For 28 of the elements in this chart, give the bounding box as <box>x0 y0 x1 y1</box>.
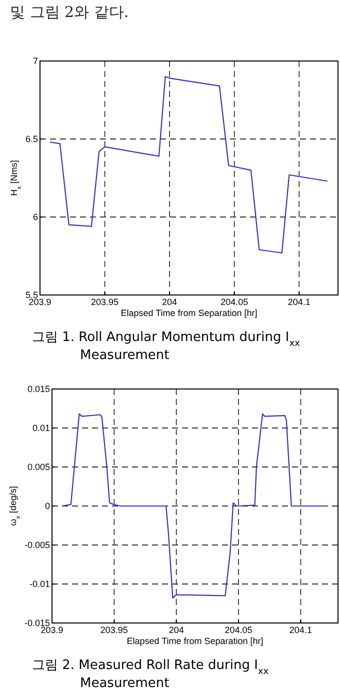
x-tick-label: 204 <box>168 625 184 635</box>
x-tick-label: 204.05 <box>220 297 248 307</box>
x-tick-label: 203.95 <box>100 625 128 635</box>
y-tick-label: 0.015 <box>27 384 50 394</box>
x-tick-label: 203.95 <box>91 297 119 307</box>
x-tick-label: 204.1 <box>288 297 310 307</box>
x-axis-title: Elapsed Time from Separation [hr] <box>126 636 264 646</box>
y-tick-label: -0.01 <box>29 579 50 589</box>
y-tick-label: 6.5 <box>25 134 38 144</box>
y-tick-label: 6 <box>32 212 38 222</box>
x-tick-label: 203.9 <box>40 625 64 635</box>
y-tick-label: 0.005 <box>27 462 50 472</box>
chart-title: 그림 1. Roll Angular Momentum during I$_{xx}$ Measurement <box>32 330 300 363</box>
x-tick-label: 204.1 <box>289 625 312 635</box>
x-tick-label: 204.05 <box>224 625 252 635</box>
y-tick-label: -0.015 <box>24 618 50 628</box>
y-tick-label: 7 <box>32 56 38 66</box>
line-series <box>61 413 328 599</box>
y-tick-label: -0.005 <box>24 540 50 550</box>
line-series <box>49 76 328 254</box>
y-tick-label: 0 <box>44 501 50 511</box>
y-tick-label: 0.01 <box>32 423 50 433</box>
x-tick-label: 204 <box>162 297 178 307</box>
x-tick-label: 203.9 <box>28 297 52 307</box>
y-tick-label: 5.5 <box>25 290 38 300</box>
text: 및 그림 2와 같다. <box>10 3 129 21</box>
x-axis-title: Elapsed Time from Separation [hr] <box>120 308 258 318</box>
chart-title: 그림 2. Measured Roll Rate during I$_{xx}$ Measurement <box>32 658 269 691</box>
